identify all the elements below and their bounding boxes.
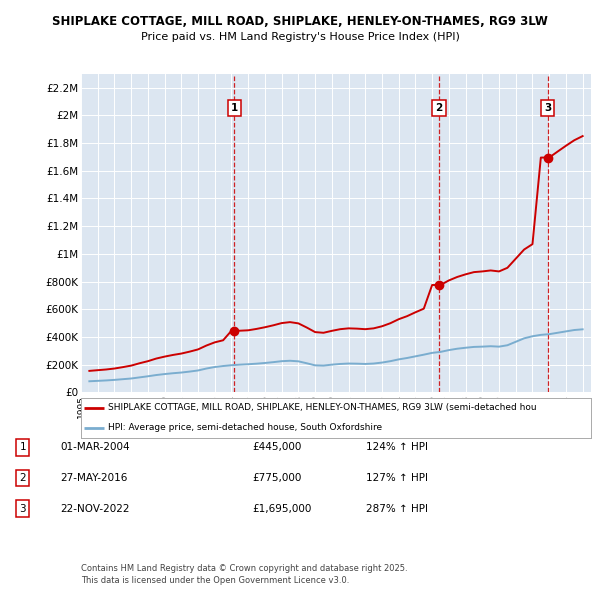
- Text: 124% ↑ HPI: 124% ↑ HPI: [366, 442, 428, 452]
- Text: 2: 2: [436, 103, 443, 113]
- Text: Contains HM Land Registry data © Crown copyright and database right 2025.
This d: Contains HM Land Registry data © Crown c…: [81, 565, 407, 585]
- Text: 127% ↑ HPI: 127% ↑ HPI: [366, 473, 428, 483]
- Text: 2: 2: [19, 473, 26, 483]
- Text: 01-MAR-2004: 01-MAR-2004: [60, 442, 130, 452]
- Text: 22-NOV-2022: 22-NOV-2022: [60, 504, 130, 513]
- Text: SHIPLAKE COTTAGE, MILL ROAD, SHIPLAKE, HENLEY-ON-THAMES, RG9 3LW: SHIPLAKE COTTAGE, MILL ROAD, SHIPLAKE, H…: [52, 15, 548, 28]
- Text: 1: 1: [19, 442, 26, 452]
- Text: £775,000: £775,000: [252, 473, 301, 483]
- Text: 287% ↑ HPI: 287% ↑ HPI: [366, 504, 428, 513]
- Text: 3: 3: [19, 504, 26, 513]
- Text: 3: 3: [544, 103, 551, 113]
- Text: £1,695,000: £1,695,000: [252, 504, 311, 513]
- Text: 27-MAY-2016: 27-MAY-2016: [60, 473, 127, 483]
- Text: Price paid vs. HM Land Registry's House Price Index (HPI): Price paid vs. HM Land Registry's House …: [140, 32, 460, 42]
- Text: 1: 1: [231, 103, 238, 113]
- Text: SHIPLAKE COTTAGE, MILL ROAD, SHIPLAKE, HENLEY-ON-THAMES, RG9 3LW (semi-detached : SHIPLAKE COTTAGE, MILL ROAD, SHIPLAKE, H…: [107, 403, 536, 412]
- Text: £445,000: £445,000: [252, 442, 301, 452]
- Text: HPI: Average price, semi-detached house, South Oxfordshire: HPI: Average price, semi-detached house,…: [107, 423, 382, 432]
